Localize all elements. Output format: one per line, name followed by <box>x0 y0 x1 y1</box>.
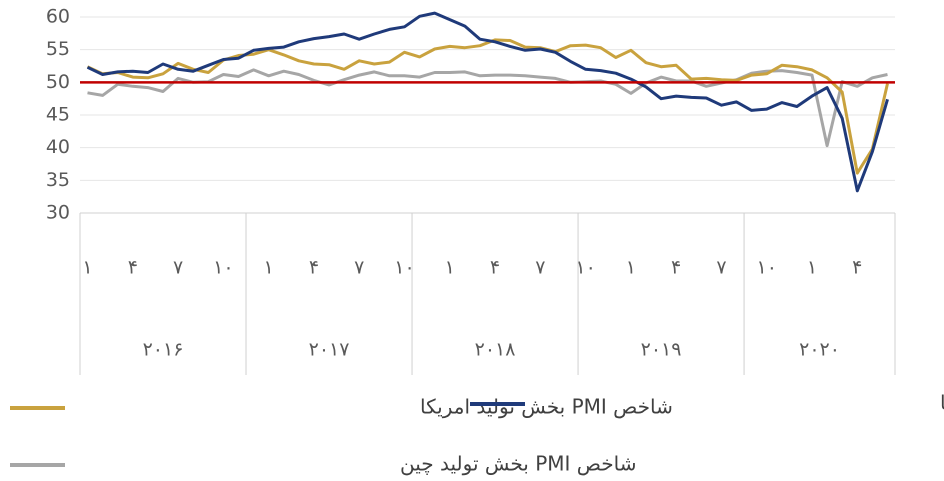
series-line <box>86 11 889 193</box>
x-tick-label: ۴ <box>128 257 138 279</box>
x-group-label: ۲۰۱۶ <box>143 339 184 361</box>
x-tick-label: ۷ <box>716 257 726 279</box>
legend-label: شاخص PMI بخش تولید امریکا <box>420 395 673 419</box>
x-tick-label: ۱۰ <box>757 257 777 279</box>
x-tick-label: ۱ <box>264 257 274 279</box>
x-tick-label: ۴ <box>671 257 681 279</box>
x-tick-label: ۱ <box>82 257 92 279</box>
x-tick-label: ۴ <box>309 257 319 279</box>
y-tick-label: 30 <box>46 202 70 224</box>
x-tick-label: ۷ <box>535 257 545 279</box>
x-tick-label: ۴ <box>852 257 862 279</box>
x-tick-label: ۱۰ <box>394 257 414 279</box>
y-tick-label: 40 <box>46 136 70 158</box>
y-tick-label: 45 <box>46 104 70 126</box>
x-tick-label: ۱ <box>445 257 455 279</box>
legend-label: شاخص PMI بخش تولید چین <box>400 452 637 476</box>
series-line <box>87 68 888 148</box>
x-group-label: ۲۰۱۷ <box>309 339 350 361</box>
x-tick-label: ۷ <box>173 257 183 279</box>
legend-label: شاخص PMI بخش تولید اتحادیه اروپا <box>940 391 944 416</box>
y-tick-label: 55 <box>46 38 70 60</box>
series-line <box>86 38 889 175</box>
x-tick-label: ۱ <box>626 257 636 279</box>
x-tick-label: ۷ <box>354 257 364 279</box>
y-tick-label: 35 <box>46 169 70 191</box>
y-tick-label: 60 <box>46 6 70 28</box>
x-tick-label: ۱۰ <box>213 257 233 279</box>
x-tick-label: ۴ <box>490 257 500 279</box>
x-group-label: ۲۰۱۸ <box>475 339 516 361</box>
x-group-label: ۲۰۱۹ <box>641 339 682 361</box>
y-tick-label: 50 <box>46 71 70 93</box>
x-group-label: ۲۰۲۰ <box>799 339 840 361</box>
x-tick-label: ۱۰ <box>575 257 595 279</box>
x-tick-label: ۱ <box>807 257 817 279</box>
